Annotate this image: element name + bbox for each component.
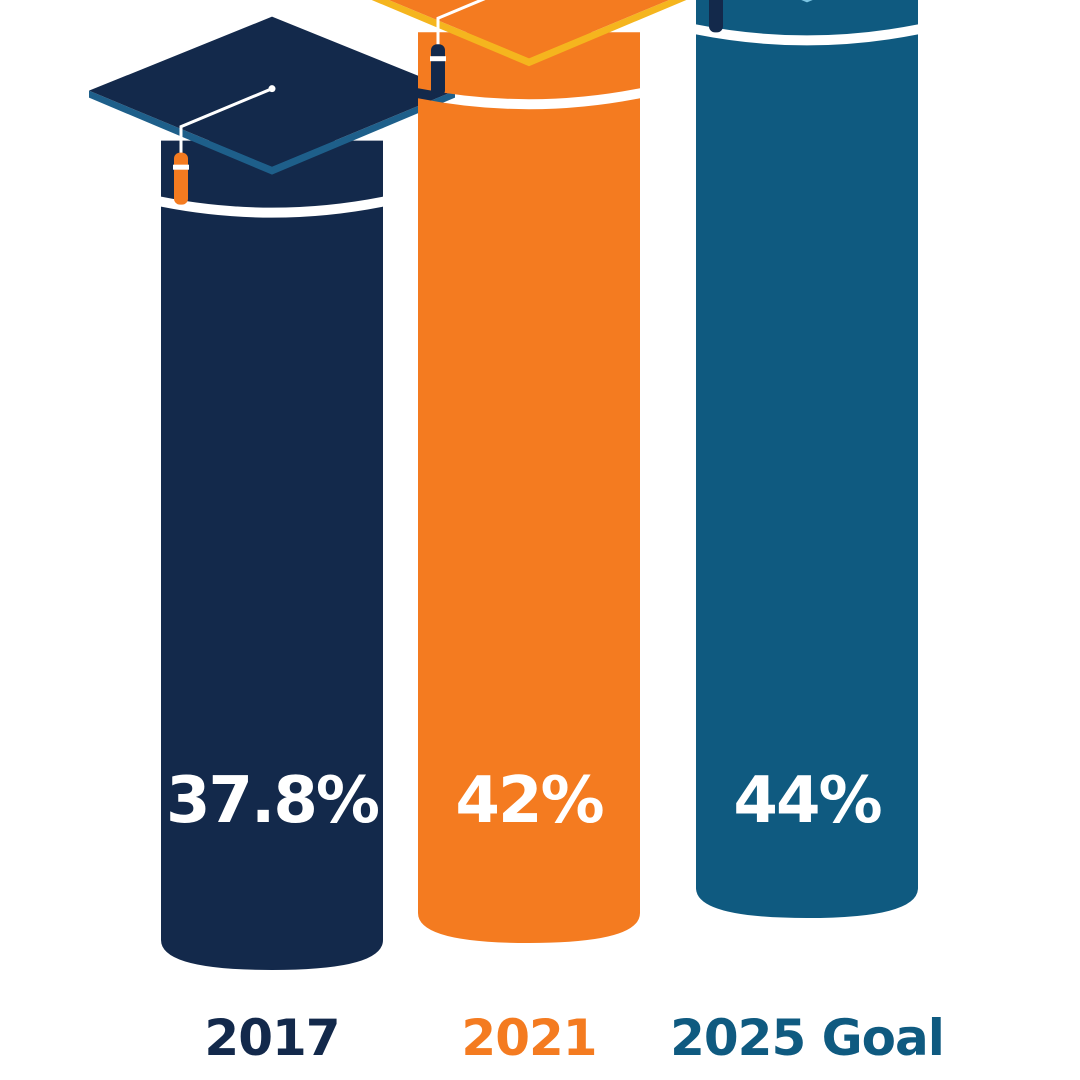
tassel	[431, 44, 445, 97]
cap-edge	[801, 0, 813, 3]
category-label: 2021	[461, 1009, 596, 1067]
value-label: 44%	[733, 764, 881, 838]
bar-group: 44% 2025 Goal	[670, 0, 945, 1067]
cap-edge	[371, 0, 687, 67]
category-label: 2017	[204, 1009, 339, 1067]
bar-group: 37.8% 2017	[89, 16, 455, 1067]
tassel-band	[173, 164, 189, 170]
value-label: 42%	[455, 764, 603, 838]
cap-button	[268, 85, 276, 93]
cap-band	[696, 0, 918, 36]
value-label: 37.8%	[166, 764, 379, 838]
tassel	[174, 152, 188, 205]
tassel-band	[430, 56, 446, 62]
bar	[418, 98, 640, 943]
bar	[161, 206, 383, 970]
bar-group: 42% 2021	[371, 0, 687, 1067]
tassel-cord	[179, 87, 273, 155]
category-label: 2025 Goal	[670, 1009, 944, 1067]
graduation-cap-icon	[388, 0, 670, 59]
bar	[696, 34, 918, 918]
tassel	[709, 0, 723, 33]
tassel-cord	[436, 0, 486, 47]
